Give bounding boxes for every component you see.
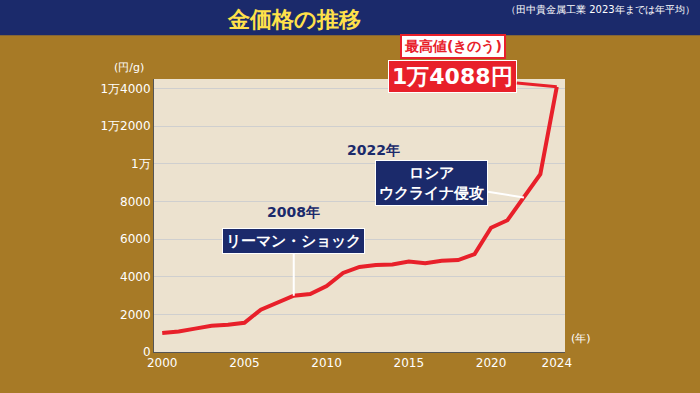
svg-text:1万4000: 1万4000 [100, 82, 150, 96]
svg-text:2022年: 2022年 [347, 142, 400, 158]
svg-text:1万: 1万 [131, 157, 151, 171]
svg-text:2008年: 2008年 [267, 204, 320, 220]
svg-text:最高値(きのう): 最高値(きのう) [404, 38, 502, 55]
svg-text:2005: 2005 [229, 356, 260, 370]
svg-text:金価格の推移: 金価格の推移 [227, 7, 361, 32]
svg-text:(年): (年) [571, 332, 591, 345]
svg-text:6000: 6000 [120, 232, 151, 246]
svg-text:（田中貴金属工業 2023年までは年平均）: （田中貴金属工業 2023年までは年平均） [506, 4, 695, 15]
svg-text:2015: 2015 [394, 356, 425, 370]
svg-text:4000: 4000 [120, 270, 151, 284]
svg-text:1万4088円: 1万4088円 [392, 64, 513, 89]
svg-text:0: 0 [143, 345, 151, 359]
svg-text:1万2000: 1万2000 [100, 119, 150, 133]
svg-text:2010: 2010 [311, 356, 342, 370]
svg-text:2020: 2020 [476, 356, 507, 370]
svg-text:リーマン・ショック: リーマン・ショック [226, 232, 361, 250]
svg-text:8000: 8000 [120, 195, 151, 209]
svg-text:2000: 2000 [147, 356, 178, 370]
svg-text:2024: 2024 [542, 356, 573, 370]
svg-text:2000: 2000 [120, 308, 151, 322]
svg-text:ロシアウクライナ侵攻: ロシアウクライナ侵攻 [379, 164, 484, 202]
svg-text:(円/g): (円/g) [114, 61, 144, 74]
